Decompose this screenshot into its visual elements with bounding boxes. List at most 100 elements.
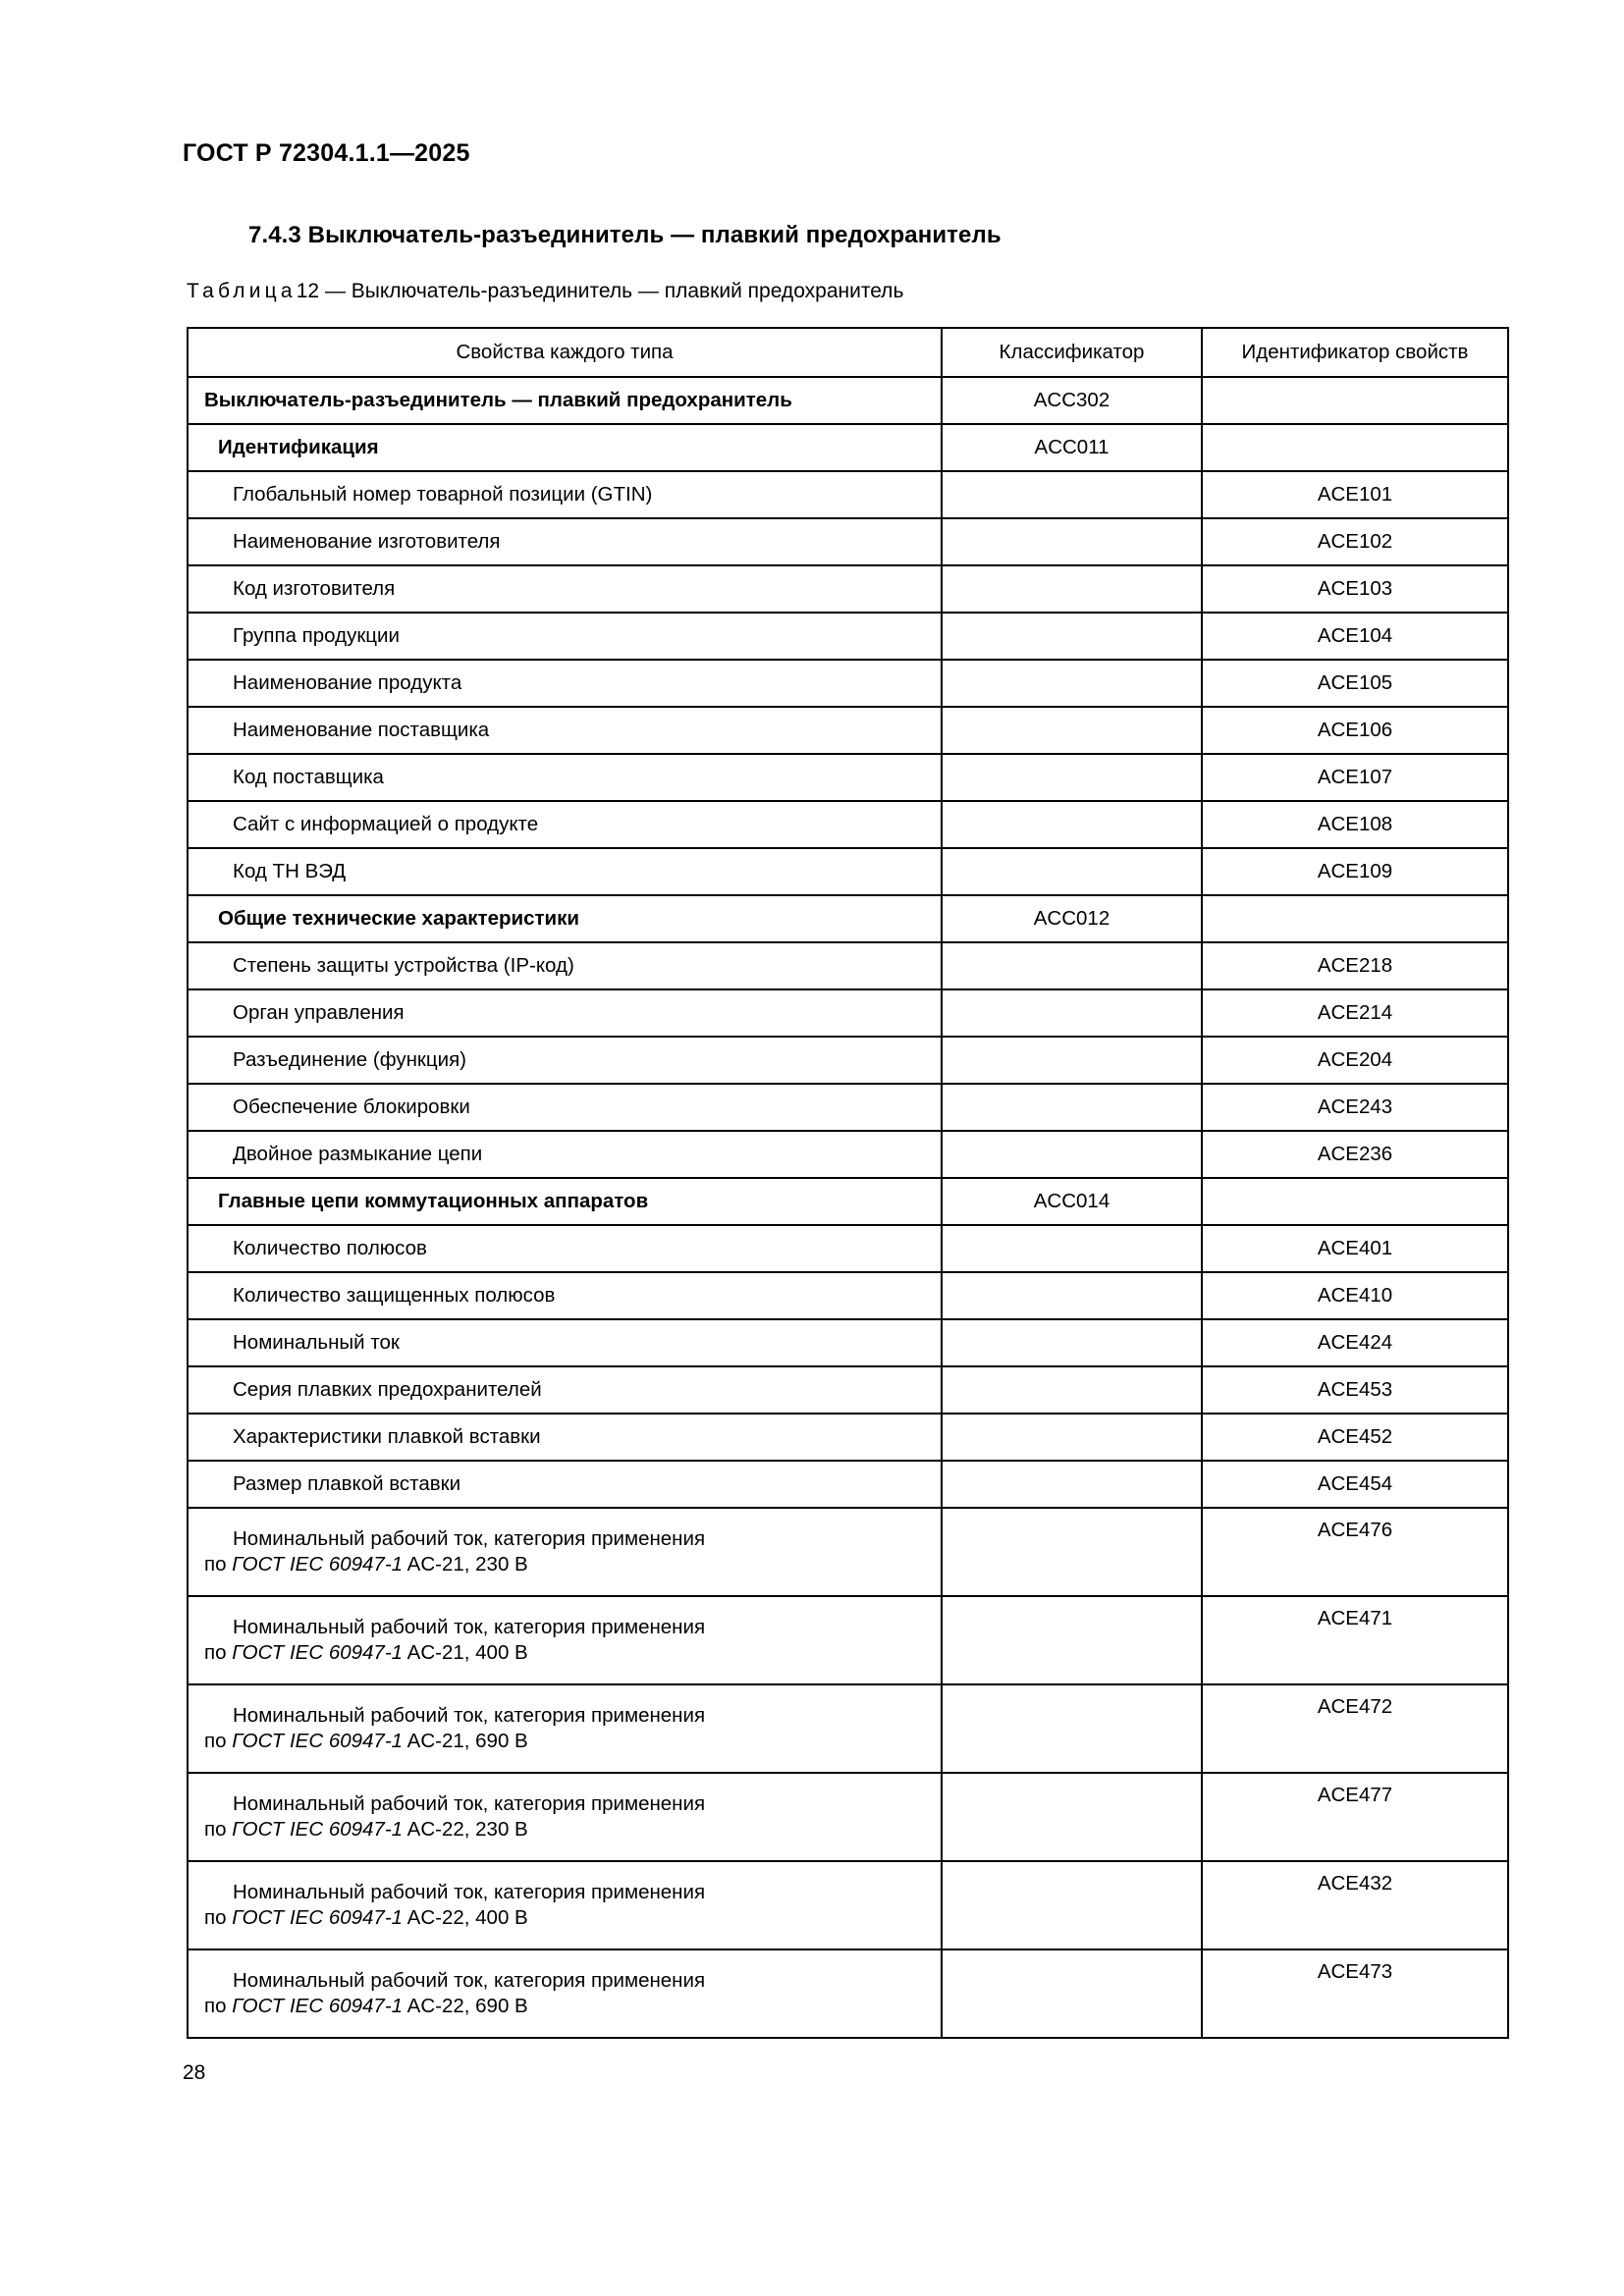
table-row: Код поставщика ACE107 (187, 753, 1509, 802)
table-row: Номинальный рабочий ток, категория приме… (187, 1772, 1509, 1862)
cell-identifier: ACE424 (1201, 1318, 1509, 1367)
table-row: Двойное размыкание цепи ACE236 (187, 1130, 1509, 1179)
cell-property: Общие технические характеристики (187, 894, 943, 943)
property-line-2: по ГОСТ IEC 60947-1 AC-22, 230 В (204, 1817, 941, 1842)
property-label: Главные цепи коммутационных аппаратов (218, 1190, 649, 1213)
cell-classifier (941, 1860, 1203, 1950)
cell-identifier: ACE106 (1201, 706, 1509, 755)
cell-identifier: ACE109 (1201, 847, 1509, 896)
cell-property: Номинальный ток (187, 1318, 943, 1367)
cell-property: Выключатель-разъединитель — плавкий пред… (187, 376, 943, 425)
property-label: Глобальный номер товарной позиции (GTIN) (233, 483, 653, 507)
cell-property: Номинальный рабочий ток, категория приме… (187, 1860, 943, 1950)
standard-reference: ГОСТ IEC 60947-1 (232, 1818, 404, 1841)
standard-ref-suffix: AC-22, 690 В (403, 1995, 528, 2017)
cell-property: Код ТН ВЭД (187, 847, 943, 896)
table-row: Глобальный номер товарной позиции (GTIN)… (187, 470, 1509, 519)
cell-identifier (1201, 894, 1509, 943)
property-label: Количество защищенных полюсов (233, 1284, 556, 1308)
cell-property: Наименование поставщика (187, 706, 943, 755)
property-line-2: по ГОСТ IEC 60947-1 AC-22, 690 В (204, 1994, 941, 2019)
cell-identifier (1201, 423, 1509, 472)
property-line-1: Номинальный рабочий ток, категория приме… (233, 1969, 706, 1993)
table-row: Общие технические характеристики ACC012 (187, 894, 1509, 943)
property-label: Общие технические характеристики (218, 907, 580, 931)
property-label: Количество полюсов (233, 1237, 427, 1260)
table-row: Разъединение (функция) ACE204 (187, 1036, 1509, 1085)
cell-property: Номинальный рабочий ток, категория приме… (187, 1772, 943, 1862)
property-label: Выключатель-разъединитель — плавкий пред… (204, 389, 792, 412)
standard-ref-prefix: по (204, 1641, 233, 1664)
cell-classifier (941, 1130, 1203, 1179)
cell-property: Степень защиты устройства (IP-код) (187, 941, 943, 990)
table-caption-rest: 12 — Выключатель-разъединитель — плавкий… (296, 280, 904, 302)
property-label: Обеспечение блокировки (233, 1095, 470, 1119)
property-label: Код поставщика (233, 766, 384, 789)
cell-identifier: ACE477 (1201, 1772, 1509, 1862)
table-row: Наименование поставщика ACE106 (187, 706, 1509, 755)
table-row: Номинальный рабочий ток, категория приме… (187, 1949, 1509, 2039)
page-number: 28 (183, 2061, 206, 2084)
cell-identifier: ACE101 (1201, 470, 1509, 519)
property-label: Степень защиты устройства (IP-код) (233, 954, 574, 978)
cell-property: Орган управления (187, 988, 943, 1038)
cell-classifier: ACC012 (941, 894, 1203, 943)
spec-table: Свойства каждого типа Классификатор Иден… (187, 327, 1509, 2039)
table-row: Наименование изготовителя ACE102 (187, 517, 1509, 566)
table-row: Наименование продукта ACE105 (187, 659, 1509, 708)
standard-ref-suffix: AC-21, 400 В (403, 1641, 528, 1664)
cell-property: Двойное размыкание цепи (187, 1130, 943, 1179)
property-line-1: Номинальный рабочий ток, категория приме… (233, 1616, 706, 1639)
cell-classifier (941, 1318, 1203, 1367)
cell-classifier (941, 1949, 1203, 2039)
standard-ref-suffix: AC-21, 690 В (403, 1730, 528, 1752)
property-line-1: Номинальный рабочий ток, категория приме… (233, 1704, 706, 1728)
property-line-2: по ГОСТ IEC 60947-1 AC-21, 230 В (204, 1552, 941, 1577)
cell-classifier (941, 612, 1203, 661)
cell-property: Сайт с информацией о продукте (187, 800, 943, 849)
property-label: Группа продукции (233, 624, 400, 648)
table-row: Количество защищенных полюсов ACE410 (187, 1271, 1509, 1320)
property-label: Идентификация (218, 436, 379, 459)
cell-property: Главные цепи коммутационных аппаратов (187, 1177, 943, 1226)
cell-classifier (941, 753, 1203, 802)
cell-identifier (1201, 1177, 1509, 1226)
cell-classifier (941, 1595, 1203, 1685)
cell-classifier: ACC014 (941, 1177, 1203, 1226)
cell-identifier: ACE105 (1201, 659, 1509, 708)
cell-identifier: ACE452 (1201, 1413, 1509, 1462)
cell-identifier: ACE410 (1201, 1271, 1509, 1320)
table-row: Номинальный ток ACE424 (187, 1318, 1509, 1367)
table-row: Сайт с информацией о продукте ACE108 (187, 800, 1509, 849)
property-line-1: Номинальный рабочий ток, категория приме… (233, 1527, 706, 1551)
cell-classifier (941, 800, 1203, 849)
cell-classifier (941, 988, 1203, 1038)
table-row: Код изготовителя ACE103 (187, 564, 1509, 614)
cell-classifier: ACC011 (941, 423, 1203, 472)
cell-property: Размер плавкой вставки (187, 1460, 943, 1509)
cell-property: Номинальный рабочий ток, категория приме… (187, 1595, 943, 1685)
table-row: Номинальный рабочий ток, категория приме… (187, 1683, 1509, 1774)
cell-identifier: ACE454 (1201, 1460, 1509, 1509)
property-label: Код изготовителя (233, 577, 396, 601)
standard-ref-prefix: по (204, 1906, 233, 1929)
cell-property: Разъединение (функция) (187, 1036, 943, 1085)
cell-property: Серия плавких предохранителей (187, 1365, 943, 1415)
cell-property: Количество полюсов (187, 1224, 943, 1273)
property-line-2: по ГОСТ IEC 60947-1 AC-22, 400 В (204, 1905, 941, 1931)
table-caption: Таблица12 — Выключатель-разъединитель — … (187, 280, 903, 303)
cell-identifier: ACE104 (1201, 612, 1509, 661)
table-row: Выключатель-разъединитель — плавкий пред… (187, 376, 1509, 425)
cell-property: Характеристики плавкой вставки (187, 1413, 943, 1462)
table-row: Количество полюсов ACE401 (187, 1224, 1509, 1273)
cell-property: Код изготовителя (187, 564, 943, 614)
property-line-2: по ГОСТ IEC 60947-1 AC-21, 400 В (204, 1640, 941, 1666)
standard-ref-suffix: AC-22, 400 В (403, 1906, 528, 1929)
cell-identifier: ACE471 (1201, 1595, 1509, 1685)
property-label: Код ТН ВЭД (233, 860, 347, 883)
cell-identifier: ACE401 (1201, 1224, 1509, 1273)
cell-identifier: ACE243 (1201, 1083, 1509, 1132)
table-row: Номинальный рабочий ток, категория приме… (187, 1860, 1509, 1950)
cell-identifier: ACE472 (1201, 1683, 1509, 1774)
cell-identifier: ACE218 (1201, 941, 1509, 990)
